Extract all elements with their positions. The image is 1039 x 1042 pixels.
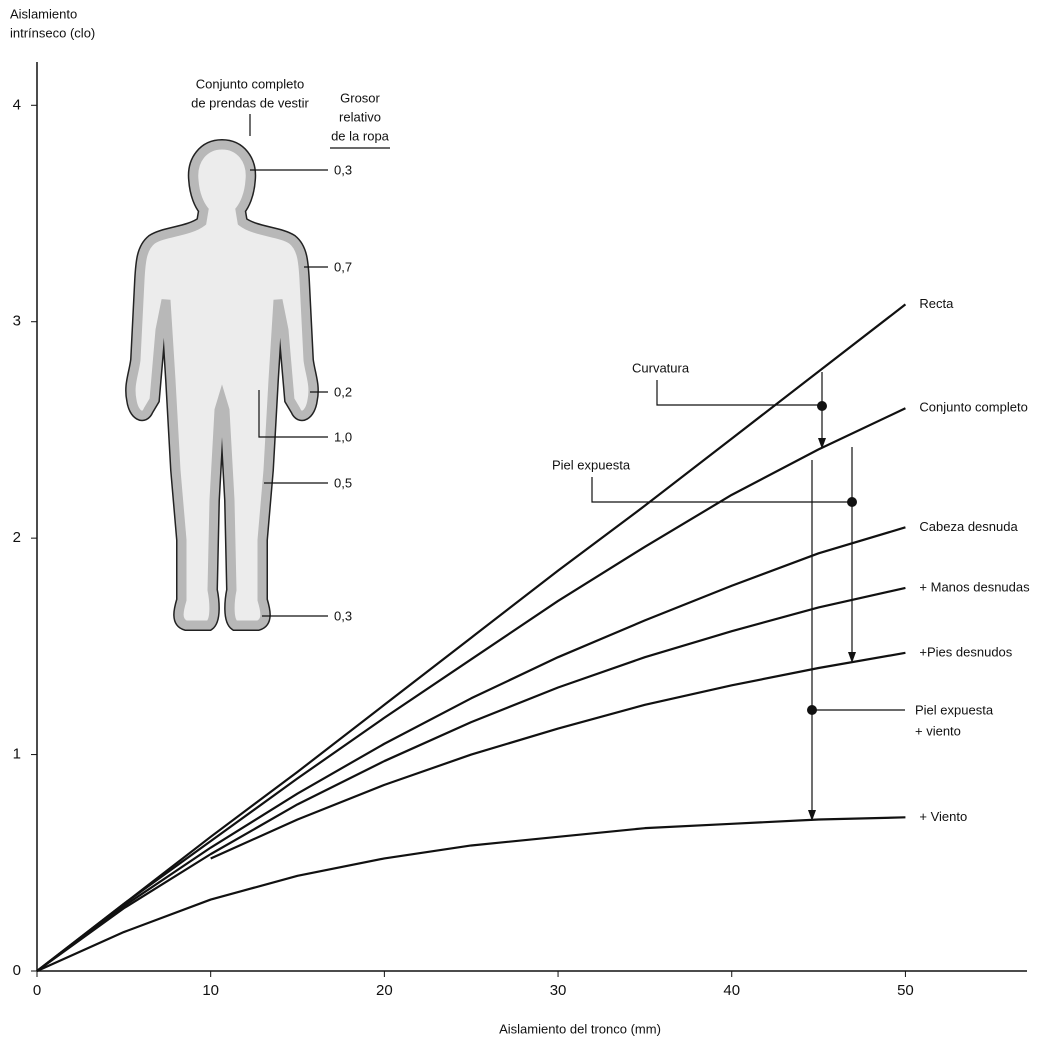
annotation: Piel expuesta	[552, 457, 631, 472]
body-figure: Conjunto completo de prendas de vestir G…	[131, 76, 390, 625]
thickness-label: 0,3	[334, 608, 352, 623]
thickness-label: 0,2	[334, 384, 352, 399]
figure-title: Conjunto completo	[196, 76, 304, 91]
series-label: +Pies desnudos	[919, 644, 1012, 659]
x-tick-label: 10	[202, 982, 219, 999]
chart: Conjunto completo de prendas de vestir G…	[0, 0, 1039, 1042]
x-axis-title: Aislamiento del tronco (mm)	[499, 1021, 661, 1036]
y-axis-title: intrínseco (clo)	[10, 25, 95, 40]
series-label: + Manos desnudas	[919, 579, 1030, 594]
series-label: Conjunto completo	[919, 400, 1027, 415]
annotation: Piel expuesta	[915, 702, 994, 717]
line-series	[211, 653, 906, 859]
line-series	[37, 408, 905, 971]
thickness-label: 0,3	[334, 162, 352, 177]
series-label: Recta	[919, 296, 954, 311]
figure-title: de prendas de vestir	[191, 95, 309, 110]
x-tick-label: 20	[376, 982, 393, 999]
y-axis-title: Aislamiento	[10, 6, 77, 21]
annotation-markers	[807, 401, 857, 821]
body-clothing	[131, 145, 313, 625]
line-series	[37, 817, 905, 971]
thickness-label: 1,0	[334, 429, 352, 444]
x-tick-label: 0	[33, 982, 41, 999]
series-label: + Viento	[919, 809, 967, 824]
x-tick-label: 30	[550, 982, 567, 999]
annotation: + viento	[915, 723, 961, 738]
y-tick-label: 3	[13, 313, 21, 330]
thickness-label: 0,7	[334, 259, 352, 274]
annotation-lines	[592, 372, 905, 812]
series-label: Cabeza desnuda	[919, 519, 1018, 534]
y-tick-label: 1	[13, 746, 21, 763]
y-tick-label: 2	[13, 529, 21, 546]
annotation: Curvatura	[632, 360, 690, 375]
line-series	[37, 527, 905, 971]
line-series	[37, 588, 905, 971]
thickness-label: 0,5	[334, 475, 352, 490]
y-tick-label: 4	[13, 96, 21, 113]
x-tick-label: 50	[897, 982, 914, 999]
thickness-title: de la ropa	[331, 128, 390, 143]
y-tick-label: 0	[13, 962, 21, 979]
thickness-title: Grosor	[340, 90, 380, 105]
thickness-title: relativo	[339, 109, 381, 124]
x-tick-label: 40	[723, 982, 740, 999]
